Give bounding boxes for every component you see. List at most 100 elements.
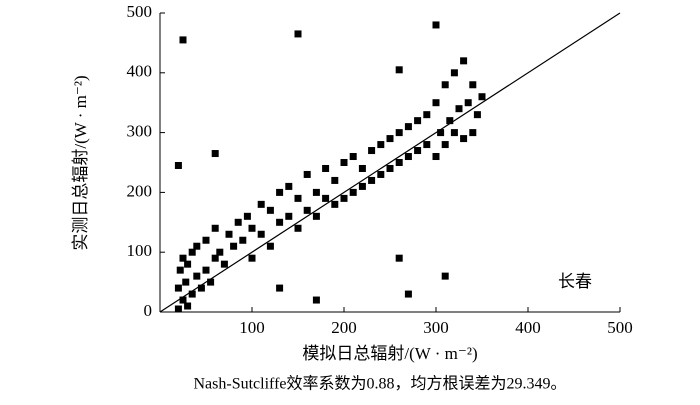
point bbox=[478, 93, 486, 101]
point bbox=[368, 176, 376, 184]
point bbox=[193, 272, 201, 280]
reference-line bbox=[159, 12, 621, 313]
y-tick-label: 100 bbox=[127, 241, 153, 260]
point bbox=[294, 194, 302, 202]
point bbox=[322, 194, 330, 202]
point bbox=[211, 150, 219, 158]
point bbox=[455, 105, 463, 113]
y-tick-label: 200 bbox=[127, 181, 153, 200]
point bbox=[469, 129, 477, 137]
y-tick-label: 400 bbox=[127, 62, 153, 81]
point bbox=[294, 224, 302, 232]
point bbox=[266, 206, 274, 214]
point bbox=[322, 164, 330, 172]
point bbox=[303, 170, 311, 178]
point bbox=[441, 272, 449, 280]
point bbox=[404, 153, 412, 161]
point bbox=[386, 135, 394, 143]
point bbox=[414, 117, 422, 125]
point bbox=[386, 164, 394, 172]
point bbox=[303, 206, 311, 214]
point bbox=[220, 260, 228, 268]
x-tick-label: 400 bbox=[515, 318, 541, 337]
point bbox=[234, 218, 242, 226]
point bbox=[349, 153, 357, 161]
point bbox=[395, 254, 403, 262]
y-tick-label: 500 bbox=[127, 2, 153, 21]
point bbox=[395, 159, 403, 166]
caption: Nash-Sutcliffe效率系数为0.88，均方根误差为29.349。 bbox=[193, 375, 566, 393]
point bbox=[349, 188, 357, 196]
point bbox=[441, 81, 449, 89]
point bbox=[188, 290, 196, 298]
point bbox=[225, 230, 233, 238]
point bbox=[294, 30, 302, 38]
point bbox=[395, 66, 403, 74]
point bbox=[460, 135, 468, 143]
point bbox=[312, 212, 320, 220]
point bbox=[216, 248, 224, 256]
point bbox=[257, 230, 265, 238]
point bbox=[276, 188, 284, 196]
point bbox=[207, 278, 215, 286]
point bbox=[202, 236, 210, 244]
point bbox=[197, 284, 205, 292]
point bbox=[414, 147, 422, 155]
point bbox=[450, 129, 458, 137]
point bbox=[248, 254, 256, 262]
point bbox=[331, 200, 339, 208]
point bbox=[377, 170, 385, 178]
point bbox=[276, 284, 284, 292]
x-tick-label: 200 bbox=[331, 318, 357, 337]
point bbox=[432, 21, 440, 29]
point bbox=[312, 188, 320, 196]
point bbox=[202, 266, 210, 274]
point bbox=[395, 129, 403, 137]
point bbox=[340, 159, 348, 166]
point bbox=[230, 242, 238, 250]
point bbox=[469, 81, 477, 89]
point bbox=[257, 200, 265, 208]
y-tick-label: 300 bbox=[127, 122, 153, 141]
point bbox=[404, 290, 412, 298]
x-axis-label: 模拟日总辐射/(W · m⁻²) bbox=[302, 344, 477, 363]
point bbox=[179, 36, 187, 44]
point bbox=[432, 99, 440, 107]
annotation: 长春 bbox=[558, 272, 592, 291]
x-tick-label: 500 bbox=[607, 318, 633, 337]
point bbox=[193, 242, 201, 250]
point bbox=[248, 224, 256, 232]
point bbox=[312, 296, 320, 304]
point bbox=[450, 69, 458, 77]
point bbox=[437, 129, 445, 137]
point bbox=[266, 242, 274, 250]
point bbox=[464, 99, 472, 107]
y-axis-label: 实测日总辐射/(W · m⁻²) bbox=[71, 75, 90, 250]
point bbox=[184, 260, 192, 268]
point bbox=[174, 284, 182, 292]
point bbox=[340, 194, 348, 202]
point bbox=[473, 111, 481, 119]
point bbox=[285, 212, 293, 220]
x-tick-label: 300 bbox=[423, 318, 449, 337]
point bbox=[404, 123, 412, 131]
point bbox=[423, 141, 431, 149]
point bbox=[423, 111, 431, 119]
point bbox=[174, 161, 182, 169]
point bbox=[460, 57, 468, 65]
point bbox=[211, 224, 219, 232]
y-tick-label: 0 bbox=[144, 301, 153, 320]
x-tick-label: 100 bbox=[239, 318, 265, 337]
point bbox=[368, 147, 376, 155]
point bbox=[211, 254, 219, 262]
point bbox=[239, 236, 247, 244]
point bbox=[182, 278, 190, 286]
point bbox=[176, 266, 184, 274]
point bbox=[184, 302, 192, 310]
point bbox=[179, 254, 187, 262]
point bbox=[174, 305, 182, 313]
point bbox=[331, 176, 339, 184]
point bbox=[441, 141, 449, 149]
point bbox=[285, 182, 293, 190]
